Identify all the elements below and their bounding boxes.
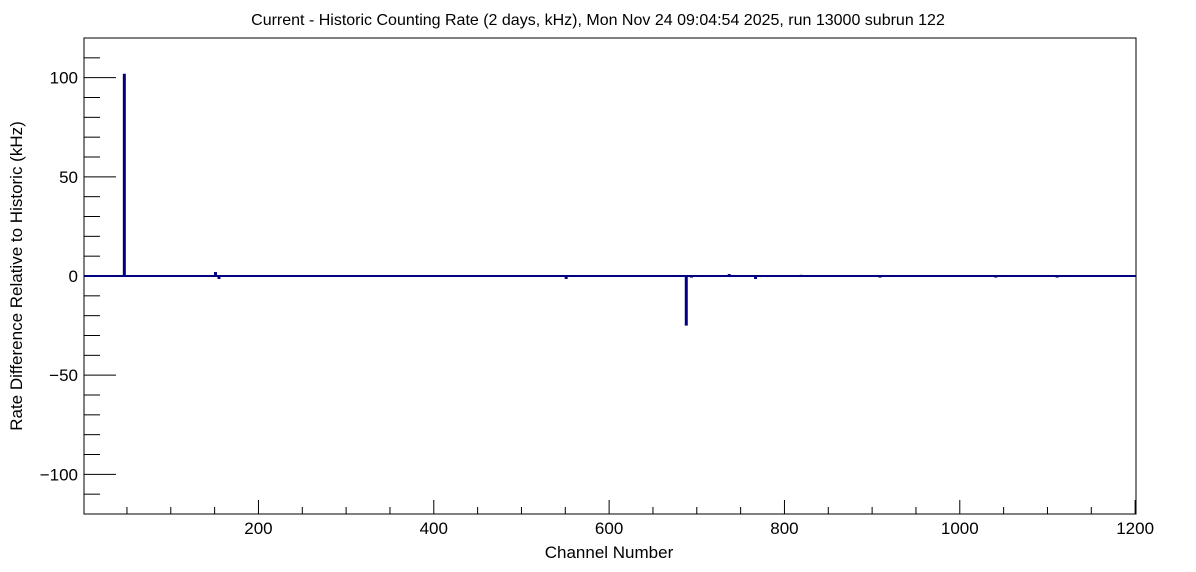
y-tick-labels: −100 −50 0 50 100 [40,69,78,485]
x-tick-label: 1200 [1116,519,1154,538]
x-tick-label: 1000 [941,519,979,538]
x-tick-labels: 200 400 600 800 1000 1200 [244,519,1154,538]
x-axis-label: Channel Number [545,543,674,562]
y-axis-label: Rate Difference Relative to Historic (kH… [7,121,26,431]
y-tick-label: −100 [40,465,78,484]
chart-title: Current - Historic Counting Rate (2 days… [251,12,945,29]
x-tick-label: 400 [420,519,448,538]
y-tick-label: 50 [59,168,78,187]
x-tick-label: 600 [595,519,623,538]
x-axis [126,500,1136,514]
data-series [84,73,1136,326]
x-tick-label: 800 [770,519,798,538]
y-tick-label: 100 [50,69,78,88]
y-tick-label: −50 [49,366,78,385]
x-tick-label: 200 [244,519,272,538]
y-tick-label: 0 [69,267,78,286]
